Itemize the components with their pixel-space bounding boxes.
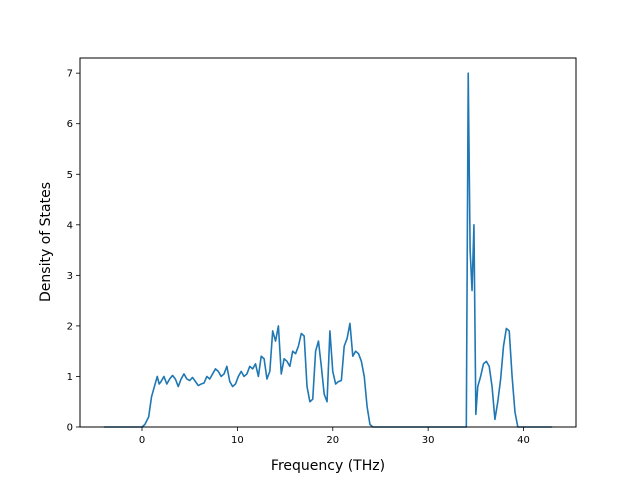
series-line-0 <box>103 72 553 428</box>
y-tick-label: 4 <box>67 220 73 231</box>
y-tick-label: 1 <box>67 372 73 383</box>
y-tick-label: 7 <box>67 69 73 80</box>
plot-area <box>103 72 553 428</box>
x-tick-label: 30 <box>422 435 435 446</box>
y-axis-label: Density of States <box>38 182 54 302</box>
x-axis-label: Frequency (THz) <box>271 458 385 474</box>
y-tick-label: 6 <box>67 119 73 130</box>
y-tick-label: 3 <box>67 271 73 282</box>
x-tick-label: 20 <box>326 435 339 446</box>
x-tick-label: 0 <box>139 435 145 446</box>
x-axis-ticks: 0 10 20 30 40 <box>139 427 530 446</box>
axes-frame <box>79 57 577 428</box>
y-tick-label: 0 <box>67 423 73 434</box>
y-tick-label: 5 <box>67 170 73 181</box>
y-tick-label: 2 <box>67 321 73 332</box>
x-tick-label: 40 <box>517 435 530 446</box>
x-tick-label: 10 <box>231 435 244 446</box>
y-axis-ticks: 0 1 2 3 4 5 6 7 <box>67 69 80 434</box>
